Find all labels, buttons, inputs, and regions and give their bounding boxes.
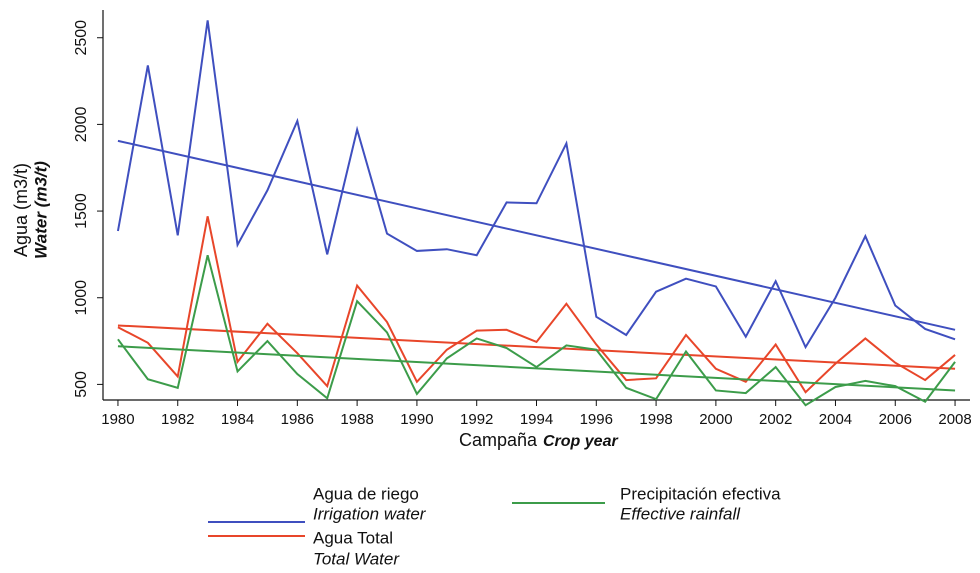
x-tick-label: 1990 (400, 411, 433, 428)
y-tick-label: 1000 (73, 280, 90, 316)
x-tick-label: 1996 (580, 411, 613, 428)
trend-line (117, 139, 956, 331)
x-tick-label: 1984 (221, 411, 254, 428)
y-axis-title: Agua (m3/t) (11, 163, 31, 257)
legend-label: Agua de riego (313, 484, 419, 503)
legend-label-en: Total Water (313, 549, 400, 568)
series-line (116, 20, 956, 350)
x-tick-label: 1988 (340, 411, 373, 428)
x-tick-label: 1998 (639, 411, 672, 428)
legend-label-en: Irrigation water (313, 504, 427, 523)
series-line (117, 255, 956, 407)
y-tick-label: 1500 (73, 193, 90, 229)
x-tick-label: 1982 (161, 411, 194, 428)
trend-line (117, 345, 956, 392)
x-tick-label: 2006 (879, 411, 912, 428)
legend-label: Agua Total (313, 528, 393, 547)
y-tick-label: 2000 (73, 107, 90, 143)
y-tick-label: 500 (73, 371, 90, 398)
x-tick-label: 1992 (460, 411, 493, 428)
x-axis-title: Campaña (459, 430, 538, 450)
x-tick-label: 2000 (699, 411, 732, 428)
x-tick-label: 2004 (819, 411, 852, 428)
x-tick-label: 1986 (281, 411, 314, 428)
x-tick-label: 2002 (759, 411, 792, 428)
x-tick-label: 2008 (938, 411, 971, 428)
x-tick-label: 1994 (520, 411, 553, 428)
legend-label: Precipitación efectiva (620, 484, 781, 503)
x-tick-label: 1980 (101, 411, 134, 428)
trend-line (117, 324, 956, 370)
x-axis-title-en: Crop year (543, 433, 618, 450)
y-axis-title-en: Water (m3/t) (31, 161, 50, 259)
legend-label-en: Effective rainfall (620, 504, 741, 523)
y-tick-label: 2500 (73, 20, 90, 56)
